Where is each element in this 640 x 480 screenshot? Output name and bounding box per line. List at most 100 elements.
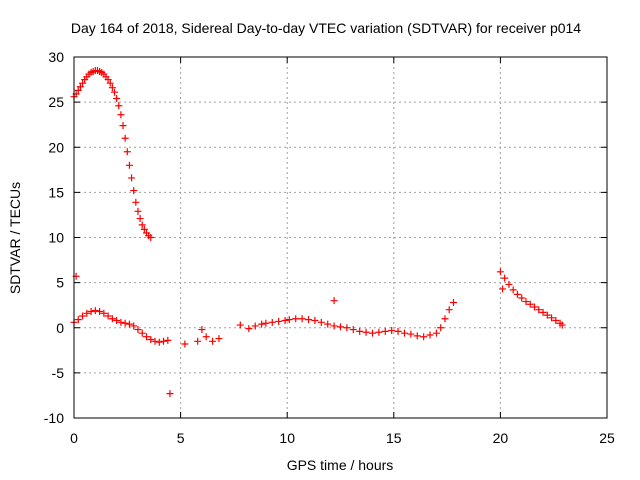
data-point [194,337,202,345]
data-point [305,316,313,324]
data-point [91,307,99,315]
y-tick-label: 5 [56,275,64,291]
data-point [513,290,521,298]
y-tick-label: 10 [48,230,64,246]
data-point [87,308,95,316]
y-tick-label: -10 [44,410,64,426]
x-tick-label: 25 [599,430,615,446]
y-tick-labels: -10 -5 0 5 10 15 20 25 30 [44,49,64,426]
data-point [343,324,351,332]
data-point [215,335,223,343]
data-point [407,330,415,338]
data-point [330,322,338,330]
data-point [499,285,507,293]
data-point [134,207,142,215]
x-tick-label: 20 [493,430,509,446]
data-point [324,320,332,328]
data-point [531,303,539,311]
data-point [181,340,189,348]
y-tick-label: 0 [56,320,64,336]
data-point [245,325,253,333]
axis-ticks [73,56,608,419]
data-point [140,225,148,233]
data-point [130,322,138,330]
data-point [83,309,91,317]
y-axis-title: SDTVAR / TECUs [7,182,23,294]
data-point [501,274,509,282]
data-point [349,326,357,334]
data-point [558,321,566,329]
data-point [275,317,283,325]
data-point [330,297,338,305]
data-point [147,335,155,343]
data-point [437,324,445,332]
data-point [445,306,453,314]
series-outliers [72,272,507,398]
series-high-arc [70,67,155,241]
data-point [155,338,163,346]
data-point [258,320,266,328]
data-point [134,326,142,334]
chart-title: Day 164 of 2018, Sidereal Day-to-day VTE… [71,20,581,36]
data-point [123,148,131,156]
series-late-arc [496,268,566,329]
data-point [548,314,556,322]
data-point [381,327,389,335]
data-point [166,390,174,398]
data-point [552,317,560,325]
data-point [285,316,293,324]
y-tick-label: 20 [48,139,64,155]
data-points [70,67,566,398]
data-point [96,308,104,316]
data-point [311,317,319,325]
data-point [505,280,513,288]
data-point [125,161,133,169]
data-point [441,315,449,323]
data-point [400,329,408,337]
data-point [111,88,119,96]
series-lower-band [70,298,457,348]
data-point [518,294,526,302]
x-tick-label: 0 [70,430,78,446]
data-point [130,187,138,195]
data-point [113,95,121,103]
data-point [292,315,300,323]
data-point [106,79,114,87]
data-point [74,316,82,324]
data-point [368,329,376,337]
data-point [262,319,270,327]
data-point [198,326,206,334]
data-point [138,221,146,229]
data-point [522,298,530,306]
data-point [539,308,547,316]
x-tick-label: 10 [279,430,295,446]
data-point [117,318,125,326]
data-point [509,286,517,294]
data-point [394,327,402,335]
data-point [432,329,440,337]
data-point [108,315,116,323]
data-point [251,322,259,330]
data-point [526,300,534,308]
data-point [121,319,129,327]
data-point [317,318,325,326]
data-point [142,333,150,341]
x-tick-labels: 0 5 10 15 20 25 [70,430,615,446]
data-point [543,311,551,319]
data-point [298,315,306,323]
x-tick-label: 15 [386,430,402,446]
data-point [132,198,140,206]
data-point [115,102,123,110]
data-point [136,215,144,223]
data-point [164,336,172,344]
data-point [268,318,276,326]
data-point [160,337,168,345]
data-point [209,337,217,345]
data-point [202,333,210,341]
data-point [147,234,155,241]
data-point [100,309,108,317]
data-point [426,331,434,339]
data-point [236,321,244,329]
data-point [151,337,159,345]
